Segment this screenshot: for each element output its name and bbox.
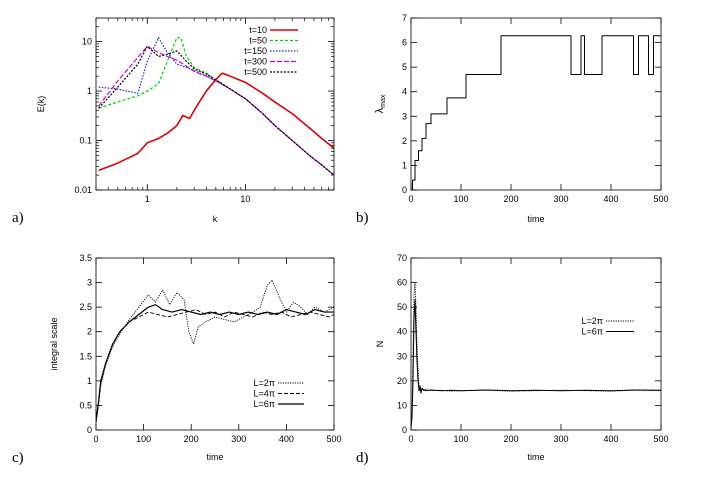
panel-label: c) (12, 450, 24, 466)
x-axis-label: k (213, 214, 218, 224)
legend-label-l-4pi: L=4π (254, 389, 275, 399)
y-axis-label: integral scale (49, 317, 59, 370)
x-tick-label: 0 (408, 434, 413, 444)
plot-frame (410, 257, 662, 431)
y-tick-label: 1 (402, 160, 407, 170)
x-axis-label: time (527, 214, 544, 224)
y-tick-label: 1 (87, 86, 92, 96)
y-tick-label: 0.5 (79, 400, 92, 410)
x-tick-label: 500 (326, 434, 341, 444)
x-tick-label: 400 (603, 194, 618, 204)
x-tick-label: 500 (653, 194, 668, 204)
plot-frame (95, 257, 335, 431)
chart-b-lambda-max: 0 100 200 300 400 500 0 1 2 3 4 5 6 7 time λmax b) (356, 13, 669, 226)
y-tick-label: 30 (397, 351, 407, 361)
chart-d-number-n: 0 100 200 300 400 500 0 10 20 30 40 50 60 70 time Nd) L=… (356, 253, 669, 466)
x-axis-label: time (527, 452, 544, 462)
chart-a-energy-spectrum: 1 10 0.01 0.1 1 10 k E(k) a) t=10t=50t=150t=300t=… (12, 17, 335, 226)
legend-label-l-6pi: L=6π (582, 327, 603, 337)
legend-label-l-2pi: L=2π (254, 378, 275, 388)
panel-label: a) (12, 210, 24, 226)
y-tick-label: 0.1 (79, 136, 92, 146)
legend: L=2πL=4πL=6π (254, 378, 304, 409)
series-line-lambda-max (411, 35, 661, 190)
x-tick-label: 500 (653, 434, 668, 444)
x-tick-label: 300 (553, 194, 568, 204)
plot-frame (410, 17, 662, 191)
x-tick-label: 200 (503, 194, 518, 204)
series-line-l-2pi (96, 279, 334, 423)
y-tick-label: 0.01 (74, 185, 92, 195)
y-tick-label: 40 (397, 327, 407, 337)
x-tick-label: 100 (136, 434, 151, 444)
x-tick-label: 1 (145, 194, 150, 204)
y-tick-label: 6 (402, 38, 407, 48)
x-tick-label: 100 (453, 194, 468, 204)
series-line-l-4pi (96, 309, 334, 423)
legend-label-t-300: t=300 (244, 57, 267, 67)
y-axis-label: N (375, 341, 385, 348)
series-line-t-300 (98, 45, 334, 176)
legend-label-l-6pi: L=6π (254, 399, 275, 409)
y-tick-label: 20 (397, 376, 407, 386)
x-tick-label: 0 (408, 194, 413, 204)
y-tick-label: 70 (397, 253, 407, 263)
x-tick-label: 200 (184, 434, 199, 444)
series-line-l-6pi (96, 304, 334, 421)
x-tick-label: 0 (93, 434, 98, 444)
legend-label-t-10: t=10 (249, 25, 267, 35)
y-tick-label: 4 (402, 87, 407, 97)
legend-label-l-2pi: L=2π (582, 316, 603, 326)
y-tick-label: 5 (402, 62, 407, 72)
y-tick-label: 2 (87, 327, 92, 337)
x-tick-label: 300 (553, 434, 568, 444)
y-axis-label-main: λ (374, 107, 386, 113)
series-line-t-500 (98, 45, 334, 176)
legend: L=2πL=6π (582, 316, 634, 337)
y-tick-label: 50 (397, 302, 407, 312)
y-tick-label: 3.5 (79, 253, 92, 263)
y-tick-label: 1 (87, 376, 92, 386)
y-axis-label-sub: max (380, 94, 387, 108)
legend-label-t-50: t=50 (249, 36, 267, 46)
y-tick-label: 10 (397, 400, 407, 410)
plot-frame (95, 17, 335, 191)
y-tick-label: 10 (82, 37, 92, 47)
panel-label: d) (356, 450, 369, 466)
series-line-t-10 (98, 72, 334, 172)
panel-label: b) (356, 210, 369, 226)
y-tick-label: 0 (402, 425, 407, 435)
x-tick-label: 200 (503, 434, 518, 444)
legend-label-t-150: t=150 (244, 46, 267, 56)
legend-label-t-500: t=500 (244, 67, 267, 77)
x-tick-label: 100 (453, 434, 468, 444)
y-tick-label: 3 (402, 111, 407, 121)
y-tick-label: 3 (87, 278, 92, 288)
y-tick-label: 1.5 (79, 351, 92, 361)
y-tick-label: 0 (402, 185, 407, 195)
x-tick-label: 400 (279, 434, 294, 444)
y-axis-label: λmax (374, 94, 387, 113)
series-line-l-6pi (411, 299, 661, 428)
y-tick-label: 7 (402, 13, 407, 23)
x-tick-label: 400 (603, 434, 618, 444)
x-axis-label: time (206, 452, 223, 462)
series-line-l-2pi (411, 282, 661, 426)
y-tick-label: 2 (402, 136, 407, 146)
x-tick-label: 300 (231, 434, 246, 444)
y-axis-label: E(k) (36, 96, 46, 113)
y-tick-label: 0 (87, 425, 92, 435)
chart-c-integral-scale: 0 100 200 300 400 500 0 0.5 1 1.5 2 2.5 3 3.5 time inte… (12, 253, 342, 466)
y-tick-label: 2.5 (79, 302, 92, 312)
x-tick-label: 10 (240, 194, 250, 204)
y-tick-label: 60 (397, 278, 407, 288)
